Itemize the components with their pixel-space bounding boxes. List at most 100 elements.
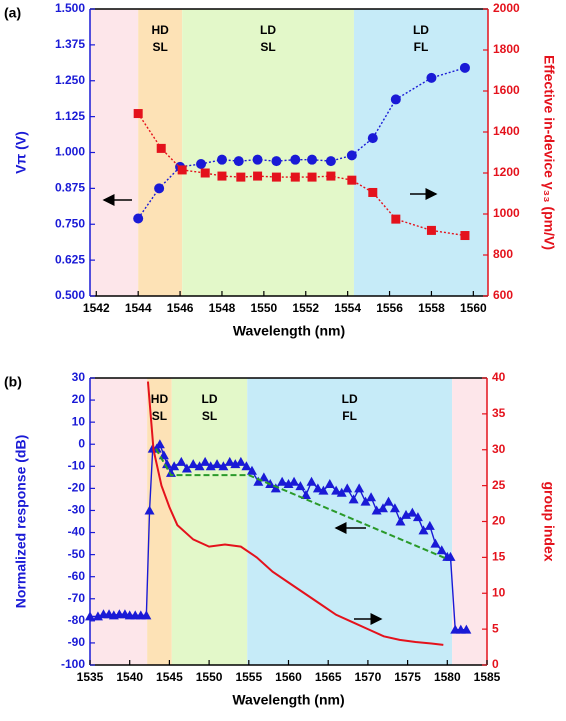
- x-tick-label: 1535: [77, 670, 104, 684]
- y-tick-label: -30: [68, 503, 86, 517]
- region-label: FL: [342, 409, 357, 423]
- point: [194, 461, 205, 471]
- x-tick-label: 1550: [196, 670, 223, 684]
- y-tick-label: -10: [68, 458, 86, 472]
- region: [90, 9, 139, 296]
- point: [331, 485, 342, 495]
- y2-tick-label: 1800: [493, 42, 520, 56]
- point: [461, 624, 472, 634]
- region: [90, 378, 148, 665]
- y-tick-label: 0.875: [55, 181, 85, 195]
- x-tick-label: 1580: [434, 670, 461, 684]
- point: [141, 610, 152, 620]
- x-tick-label: 1555: [235, 670, 262, 684]
- point: [418, 525, 429, 535]
- region-label: HD: [152, 23, 170, 37]
- y-tick-label: -50: [68, 547, 86, 561]
- y-tick-label: 20: [72, 392, 86, 406]
- point: [217, 171, 227, 181]
- point: [216, 154, 227, 165]
- point: [133, 213, 144, 224]
- x-tick-label: 1548: [209, 301, 236, 315]
- y-tick-label: 1.125: [55, 109, 85, 123]
- y-tick-label: -80: [68, 613, 86, 627]
- y-tick-label: 1.000: [55, 145, 85, 159]
- series-line: [137, 67, 466, 219]
- x-tick-label: 1556: [376, 301, 403, 315]
- point: [383, 496, 394, 506]
- point: [290, 172, 300, 182]
- x-tick-label: 1560: [275, 670, 302, 684]
- region-label: SL: [202, 409, 217, 423]
- y-tick-label: 10: [72, 414, 86, 428]
- point: [390, 94, 401, 105]
- point: [133, 109, 143, 119]
- y2-tick-label: 1000: [493, 206, 520, 220]
- point: [196, 158, 207, 169]
- point: [430, 538, 441, 548]
- point: [218, 461, 229, 471]
- point: [258, 472, 269, 482]
- point: [306, 476, 317, 486]
- point: [154, 439, 165, 449]
- y2-tick-label: 35: [492, 406, 506, 420]
- x-tick-label: 1560: [460, 301, 487, 315]
- point: [348, 494, 359, 504]
- y-tick-label: 1.375: [55, 37, 85, 51]
- point: [307, 154, 318, 165]
- point: [156, 143, 166, 153]
- y2-tick-label: 40: [492, 370, 506, 384]
- point: [300, 490, 311, 500]
- y2-tick-label: 20: [492, 514, 506, 528]
- x-axis-title: Wavelength (nm): [232, 692, 344, 708]
- y-axis-title: Normalized response (dB): [13, 435, 29, 608]
- y-tick-label: 1.250: [55, 73, 85, 87]
- region-label: SL: [152, 409, 167, 423]
- region: [171, 378, 248, 665]
- point: [377, 503, 388, 513]
- point: [290, 154, 301, 165]
- point: [200, 456, 211, 466]
- x-tick-label: 1565: [315, 670, 342, 684]
- point: [188, 459, 199, 469]
- point: [436, 545, 447, 555]
- point: [181, 463, 192, 473]
- y2-tick-label: 0: [492, 657, 499, 671]
- point: [347, 175, 357, 185]
- y-tick-label: -40: [68, 525, 86, 539]
- x-tick-label: 1558: [418, 301, 445, 315]
- x-tick-label: 1542: [83, 301, 110, 315]
- point: [241, 461, 252, 471]
- point: [367, 133, 378, 144]
- point: [277, 476, 288, 486]
- region-label: LD: [342, 392, 358, 406]
- y2-tick-label: 30: [492, 442, 506, 456]
- x-tick-label: 1540: [116, 670, 143, 684]
- series-line: [146, 381, 444, 646]
- point: [176, 456, 187, 466]
- y-tick-label: 0: [78, 436, 85, 450]
- series-line: [155, 448, 448, 560]
- y-tick-label: 0.625: [55, 252, 85, 266]
- point: [445, 551, 456, 561]
- point: [312, 483, 323, 493]
- y-tick-label: -90: [68, 635, 86, 649]
- region-label: SL: [153, 40, 168, 54]
- point: [85, 611, 95, 621]
- x-tick-label: 1570: [355, 670, 382, 684]
- point: [354, 483, 365, 493]
- series-line: [137, 113, 466, 237]
- y-tick-label: -20: [68, 481, 86, 495]
- point: [295, 481, 306, 491]
- region-label: FL: [414, 40, 429, 54]
- region-label: LD: [260, 23, 276, 37]
- y-axis-title: Vπ (V): [13, 131, 29, 174]
- point: [169, 461, 180, 471]
- point: [342, 483, 353, 493]
- point: [271, 172, 281, 182]
- point: [426, 225, 436, 235]
- point: [407, 507, 418, 517]
- y2-tick-label: 5: [492, 621, 499, 635]
- y-tick-label: 0.750: [55, 216, 85, 230]
- point: [253, 171, 263, 181]
